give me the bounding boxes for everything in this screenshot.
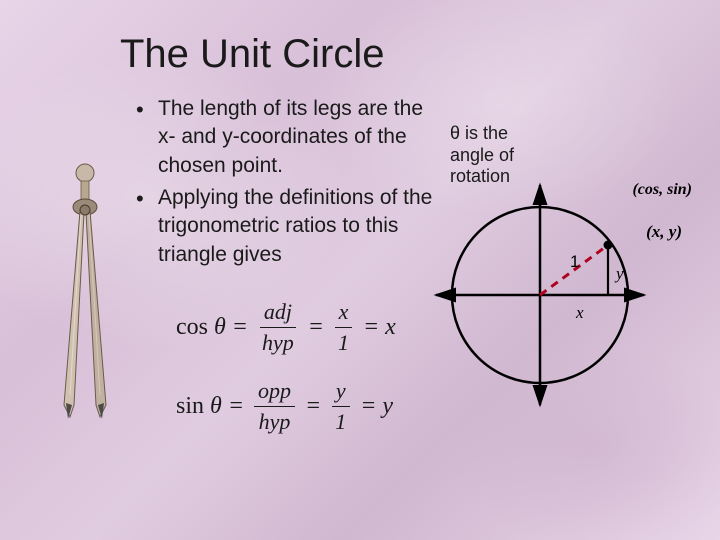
bullet-item: The length of its legs are the x- and y-…	[136, 95, 440, 180]
x-axis-label: x	[575, 303, 584, 322]
unit-circle-svg: 1 y x	[430, 155, 680, 445]
cos-equation: cos θ = adjhyp = x1 = x	[176, 299, 440, 356]
compass-decoration	[40, 95, 130, 435]
equations: cos θ = adjhyp = x1 = x sin θ = opphyp =…	[176, 299, 440, 435]
page-title: The Unit Circle	[120, 32, 680, 77]
radius-label: 1	[570, 252, 579, 271]
sin-equation: sin θ = opphyp = y1 = y	[176, 378, 440, 435]
bullet-list: The length of its legs are the x- and y-…	[136, 95, 440, 269]
bullet-item: Applying the definitions of the trigonom…	[136, 184, 440, 269]
y-axis-label: y	[614, 264, 624, 283]
